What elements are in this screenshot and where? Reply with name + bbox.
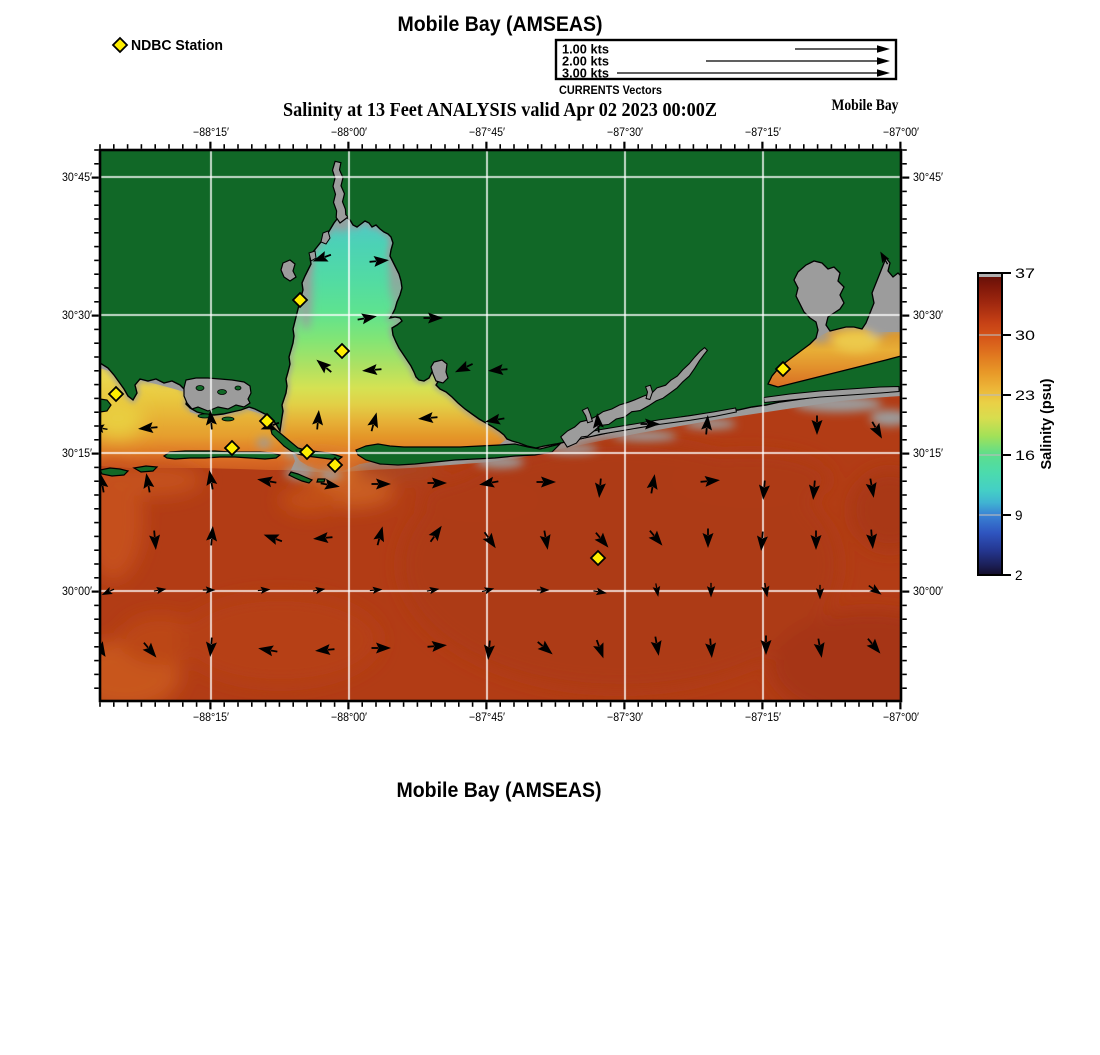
svg-text:Salinity at 13 Feet ANALYSIS v: Salinity at 13 Feet ANALYSIS valid Apr 0… xyxy=(283,99,717,121)
svg-text:−88°15′: −88°15′ xyxy=(193,712,229,724)
svg-text:30°00′: 30°00′ xyxy=(913,586,943,598)
svg-text:−87°45′: −87°45′ xyxy=(469,712,505,724)
svg-text:−88°15′: −88°15′ xyxy=(193,127,229,139)
svg-text:−88°00′: −88°00′ xyxy=(331,127,367,139)
svg-text:Mobile Bay (AMSEAS): Mobile Bay (AMSEAS) xyxy=(398,12,603,36)
svg-text:Mobile Bay: Mobile Bay xyxy=(832,97,899,114)
svg-text:30: 30 xyxy=(1015,328,1035,343)
svg-text:23: 23 xyxy=(1015,388,1035,403)
svg-text:30°45′: 30°45′ xyxy=(62,172,92,184)
svg-text:−87°15′: −87°15′ xyxy=(745,127,781,139)
svg-text:30°30′: 30°30′ xyxy=(62,310,92,322)
svg-text:−87°00′: −87°00′ xyxy=(883,127,919,139)
svg-text:−87°00′: −87°00′ xyxy=(883,712,919,724)
svg-text:−87°30′: −87°30′ xyxy=(607,127,643,139)
svg-text:−87°30′: −87°30′ xyxy=(607,712,643,724)
svg-text:9: 9 xyxy=(1015,508,1023,523)
svg-text:2: 2 xyxy=(1015,568,1023,583)
svg-text:CURRENTS Vectors: CURRENTS Vectors xyxy=(559,85,662,97)
svg-text:−88°00′: −88°00′ xyxy=(331,712,367,724)
svg-text:30°15′: 30°15′ xyxy=(62,448,92,460)
svg-text:3.00 kts: 3.00 kts xyxy=(562,67,609,81)
svg-text:30°15′: 30°15′ xyxy=(913,448,943,460)
svg-text:16: 16 xyxy=(1015,448,1035,463)
svg-text:NDBC Station: NDBC Station xyxy=(131,38,223,54)
svg-text:30°00′: 30°00′ xyxy=(62,586,92,598)
svg-text:−87°45′: −87°45′ xyxy=(469,127,505,139)
svg-text:−87°15′: −87°15′ xyxy=(745,712,781,724)
svg-text:30°45′: 30°45′ xyxy=(913,172,943,184)
svg-text:Mobile Bay (AMSEAS): Mobile Bay (AMSEAS) xyxy=(397,778,602,802)
svg-text:30°30′: 30°30′ xyxy=(913,310,943,322)
svg-text:Salinity (psu): Salinity (psu) xyxy=(1039,378,1055,469)
svg-text:37: 37 xyxy=(1015,266,1035,281)
